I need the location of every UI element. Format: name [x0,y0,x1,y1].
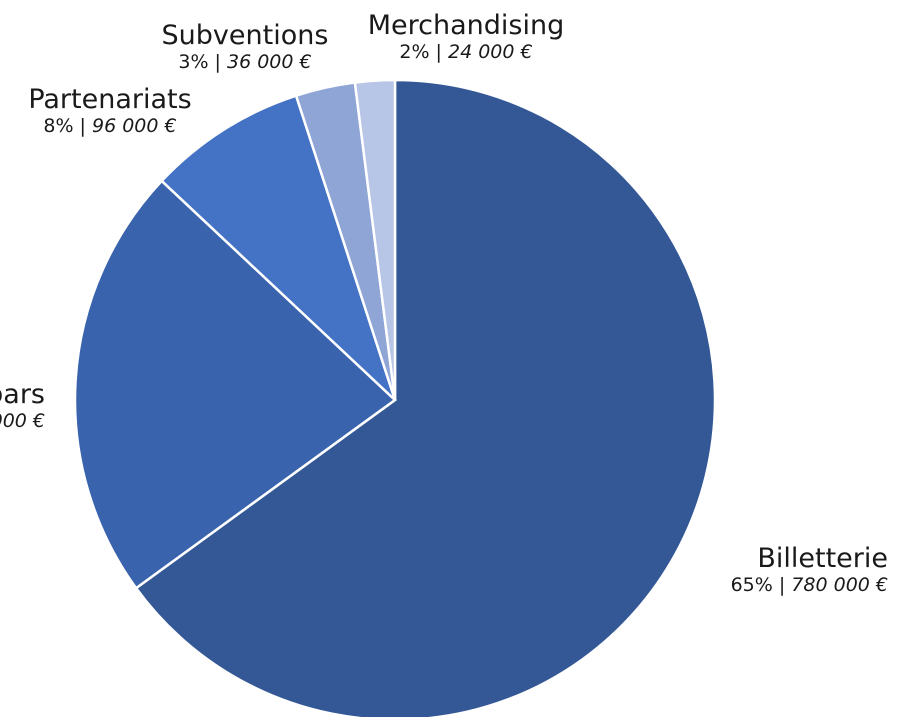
slice-merchandising [353,78,397,401]
slice-percent-merchandising: 2% | [399,41,448,63]
slice-amount-partenariats: 96 000 € [92,115,177,137]
slice-label-merchandising: Merchandising [368,10,565,41]
slice-amount-merchandising: 24 000 € [448,41,533,63]
slice-partenariats [159,94,397,401]
slice-detail-partenariats: 8% | 96 000 € [43,115,176,137]
slice-percent-partenariats: 8% | [43,115,92,137]
pie-slices [73,78,717,717]
slice-billetterie [134,78,717,717]
slice-label-subventions: Subventions [162,20,329,51]
slice-detail-subventions: 3% | 36 000 € [178,51,311,73]
slice-detail-merchandising: 2% | 24 000 € [399,41,532,63]
slice-detail-billetterie: 65% | 780 000 € [731,574,888,596]
slice-percent-subventions: 3% | [178,51,227,73]
slice-label-billetterie: Billetterie [757,543,888,574]
slice-amount-subventions: 36 000 € [227,51,312,73]
slice-amount-restauration: 264 000 € [0,410,45,432]
slice-amount-billetterie: 780 000 € [791,574,888,596]
slice-detail-restauration: 22% | 264 000 € [0,410,45,432]
slice-label-partenariats: Partenariats [28,84,191,115]
slice-percent-billetterie: 65% | [731,574,792,596]
slice-label-restauration: Restauration / bars [0,379,45,410]
slice-restauration [73,179,397,590]
